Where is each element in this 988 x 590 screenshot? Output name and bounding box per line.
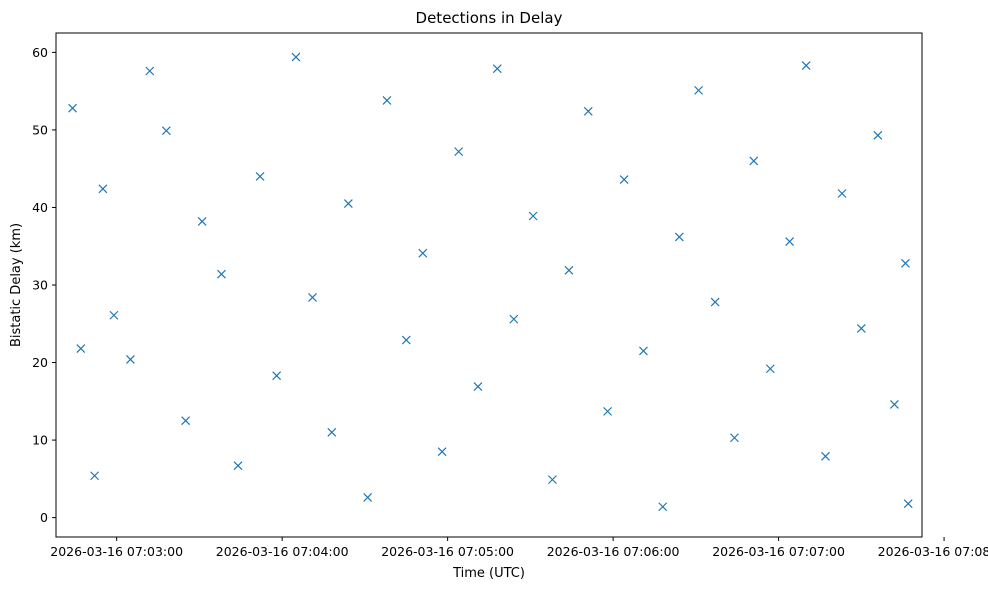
detection-marker [98, 184, 108, 194]
detection-marker [658, 502, 668, 512]
y-tick-label: 20 [32, 355, 48, 370]
detection-marker [382, 96, 392, 105]
x-tick-label: 2026-03-16 07:08:00 [878, 544, 988, 559]
y-tick-label: 0 [40, 510, 48, 525]
detection-marker [528, 211, 538, 221]
detection-marker [674, 232, 684, 242]
x-axis-title: Time (UTC) [452, 566, 525, 581]
detection-marker [639, 346, 648, 356]
x-axis: 2026-03-16 07:03:00 2026-03-16 07:04:00 20… [50, 537, 988, 559]
x-tick-label: 2026-03-16 07:06:00 [547, 544, 680, 559]
detection-marker [603, 406, 613, 416]
detection-marker [473, 382, 483, 391]
detection-marker [217, 269, 226, 279]
detection-marker [181, 416, 191, 426]
detection-marker [437, 447, 447, 457]
detection-marker [785, 237, 795, 247]
detection-marker [548, 475, 557, 485]
detection-marker [492, 64, 502, 74]
detection-marker [308, 292, 317, 302]
detection-marker [327, 427, 337, 437]
detection-marker [291, 52, 301, 62]
detection-marker [363, 493, 373, 502]
detection-marker [765, 364, 775, 374]
detection-marker [272, 371, 282, 381]
y-axis-title: Bistatic Delay (km) [9, 223, 24, 347]
detection-marker [233, 461, 243, 471]
detection-marker [837, 189, 847, 198]
detection-marker [418, 248, 428, 258]
detection-marker [903, 499, 913, 509]
chart-title: Detections in Delay [416, 9, 563, 27]
detection-marker [889, 399, 899, 409]
detection-marker [68, 103, 77, 113]
detection-marker [694, 85, 704, 95]
detection-marker [509, 314, 519, 324]
detection-marker [126, 355, 135, 364]
detection-marker [583, 106, 593, 116]
x-tick-label: 2026-03-16 07:05:00 [381, 544, 514, 559]
detection-marker [145, 66, 155, 76]
x-tick-label: 2026-03-16 07:03:00 [50, 544, 183, 559]
detection-marker [710, 297, 720, 307]
detection-marker [197, 216, 207, 226]
x-tick-label: 2026-03-16 07:04:00 [216, 544, 349, 559]
detection-marker [161, 126, 171, 136]
detection-marker [873, 130, 883, 140]
detection-marker [109, 310, 119, 320]
detection-marker [821, 451, 830, 461]
detection-marker [730, 433, 739, 443]
y-axis: 0 10 20 30 40 50 60 [32, 45, 56, 525]
x-tick-label: 2026-03-16 07:07:00 [712, 544, 845, 559]
detection-marker [454, 147, 464, 157]
detection-marker [343, 199, 353, 209]
detection-marker [901, 258, 910, 268]
y-tick-label: 60 [32, 45, 48, 60]
detection-marker [564, 265, 574, 275]
detection-marker [856, 323, 866, 333]
detection-marker [255, 172, 265, 181]
y-tick-label: 40 [32, 200, 48, 215]
marker-layer [68, 52, 913, 512]
y-tick-label: 50 [32, 122, 48, 137]
detection-marker [749, 156, 759, 166]
detection-marker [90, 471, 100, 481]
y-tick-label: 30 [32, 278, 48, 293]
detection-marker [619, 175, 629, 184]
detection-marker [801, 61, 811, 70]
detection-marker [76, 344, 86, 354]
detection-marker [401, 335, 411, 345]
y-tick-label: 10 [32, 433, 48, 448]
